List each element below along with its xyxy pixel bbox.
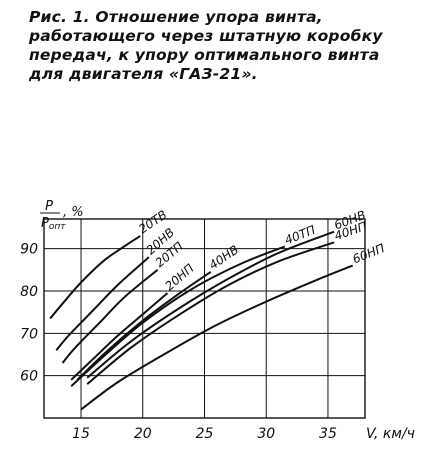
y-tick-label: 70	[20, 326, 38, 342]
axis-ticks: 15 20 25 30 35 60 70 80 90	[20, 242, 337, 442]
series-line	[70, 292, 169, 381]
y-axis-label-numerator: P	[45, 199, 53, 214]
x-axis-label: V, км/ч	[366, 426, 415, 442]
x-tick-label: 25	[196, 426, 214, 442]
y-axis-label: P Pопт , %	[40, 199, 84, 232]
series-lines	[49, 230, 354, 411]
series-line	[55, 256, 150, 351]
series-line	[49, 235, 141, 320]
series-line	[86, 241, 335, 385]
series-line	[80, 264, 354, 411]
series-line	[61, 269, 159, 364]
figure-caption: Рис. 1. Отношение упора винта, работающе…	[29, 8, 415, 84]
x-tick-label: 35	[319, 426, 337, 442]
series-line	[76, 271, 212, 381]
figure-caption-text: Отношение упора винта, работающего через…	[29, 8, 383, 83]
y-axis-label-unit: , %	[63, 205, 84, 220]
series-label: 40НВ	[206, 242, 241, 272]
y-tick-label: 90	[20, 242, 38, 258]
y-tick-label: 60	[20, 369, 38, 385]
series-label: 60НП	[351, 241, 387, 266]
plot-frame	[43, 218, 366, 419]
x-tick-label: 20	[134, 426, 152, 442]
series-line	[86, 230, 335, 379]
figure-number: Рис. 1.	[29, 8, 90, 26]
x-tick-label: 30	[257, 426, 275, 442]
x-tick-label: 15	[72, 426, 90, 442]
series-line	[70, 245, 286, 387]
y-tick-label: 80	[20, 284, 38, 300]
y-axis-label-denominator: Pопт	[41, 216, 66, 232]
